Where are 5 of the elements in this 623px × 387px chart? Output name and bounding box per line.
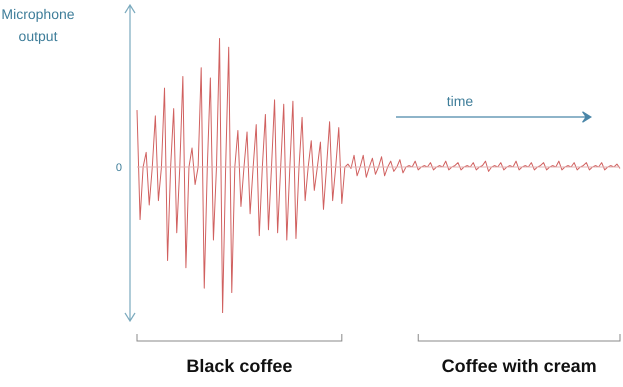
ref-line-label: 0 <box>116 162 122 174</box>
y-axis-title: Microphone output <box>1 6 75 44</box>
text: Black coffee <box>186 356 292 376</box>
text: Coffee with cream <box>442 356 597 376</box>
annotation: time <box>446 93 474 109</box>
